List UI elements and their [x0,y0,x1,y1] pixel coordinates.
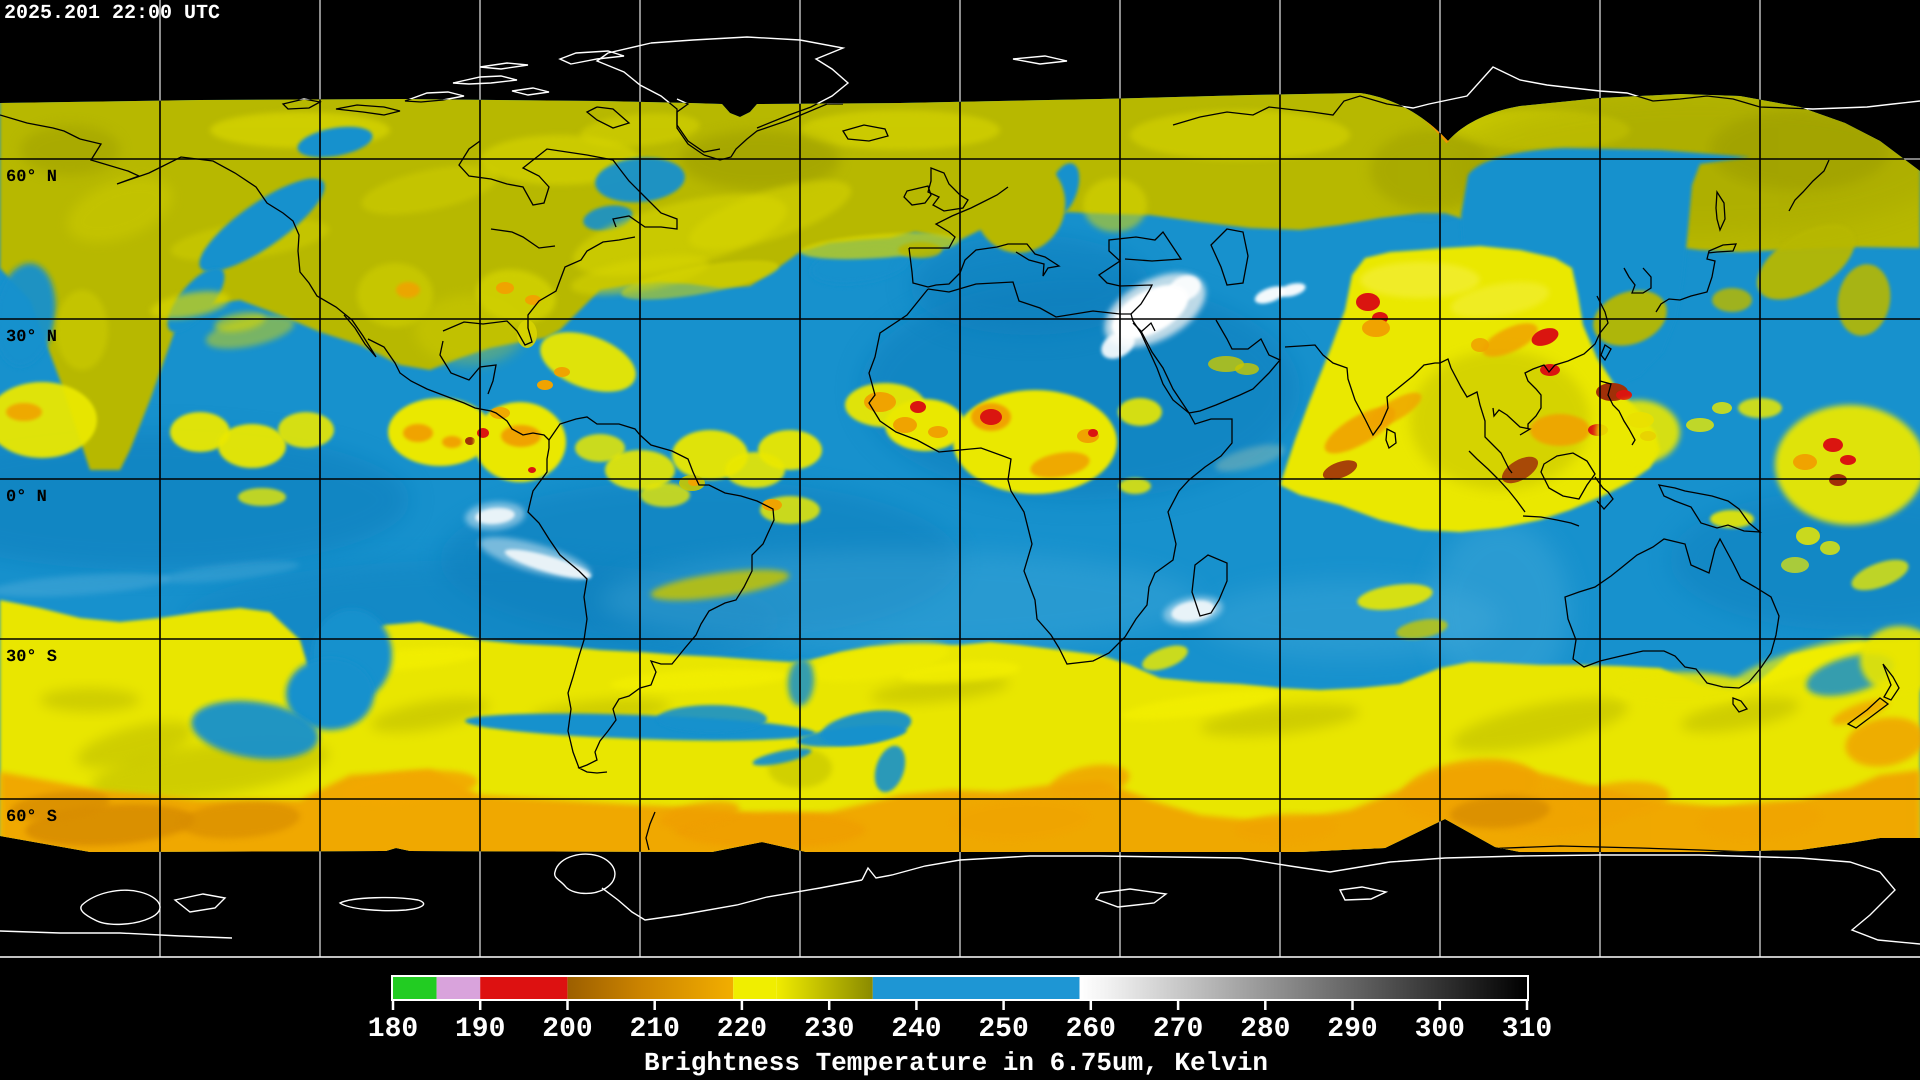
svg-text:60° N: 60° N [6,168,57,187]
svg-text:30° N: 30° N [6,328,57,347]
svg-text:210: 210 [629,1014,679,1045]
svg-text:0° N: 0° N [6,488,47,507]
svg-text:280: 280 [1240,1014,1290,1045]
svg-text:250: 250 [978,1014,1028,1045]
svg-text:60° S: 60° S [6,808,57,827]
svg-text:220: 220 [717,1014,767,1045]
svg-text:310: 310 [1502,1014,1552,1045]
svg-text:180: 180 [368,1014,418,1045]
svg-text:Brightness Temperature in 6.75: Brightness Temperature in 6.75um, Kelvin [644,1048,1268,1078]
svg-text:300: 300 [1415,1014,1465,1045]
svg-text:270: 270 [1153,1014,1203,1045]
svg-text:260: 260 [1066,1014,1116,1045]
svg-text:240: 240 [891,1014,941,1045]
svg-text:30° S: 30° S [6,648,57,667]
svg-text:200: 200 [542,1014,592,1045]
svg-text:2025.201 22:00 UTC: 2025.201 22:00 UTC [4,2,220,25]
svg-text:290: 290 [1327,1014,1377,1045]
svg-text:230: 230 [804,1014,854,1045]
svg-text:190: 190 [455,1014,505,1045]
